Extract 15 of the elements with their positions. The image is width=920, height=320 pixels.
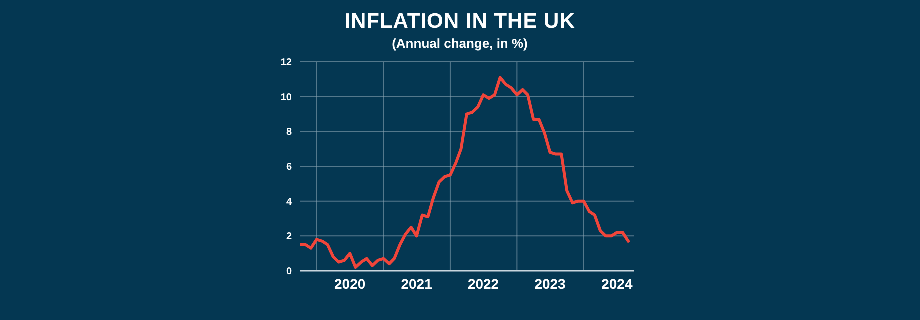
- y-tick-label: 10: [280, 92, 292, 104]
- x-tick-label: 2024: [602, 276, 633, 292]
- y-tick-label: 2: [286, 232, 292, 243]
- y-tick-label: 8: [286, 127, 292, 138]
- line-series: [300, 76, 630, 270]
- x-tick-label: 2023: [534, 276, 566, 292]
- y-tick-label: 0: [286, 266, 292, 278]
- x-tick-label: 2020: [334, 276, 366, 292]
- chart-title: INFLATION IN THE UK: [344, 10, 576, 34]
- x-tick-label: 2022: [468, 276, 500, 292]
- chart-subtitle: (Annual change, in %): [391, 36, 529, 51]
- y-tick-label: 6: [286, 162, 292, 174]
- x-tick-label: 2021: [401, 276, 433, 292]
- y-tick-label: 12: [280, 58, 292, 69]
- y-tick-label: 4: [286, 196, 292, 208]
